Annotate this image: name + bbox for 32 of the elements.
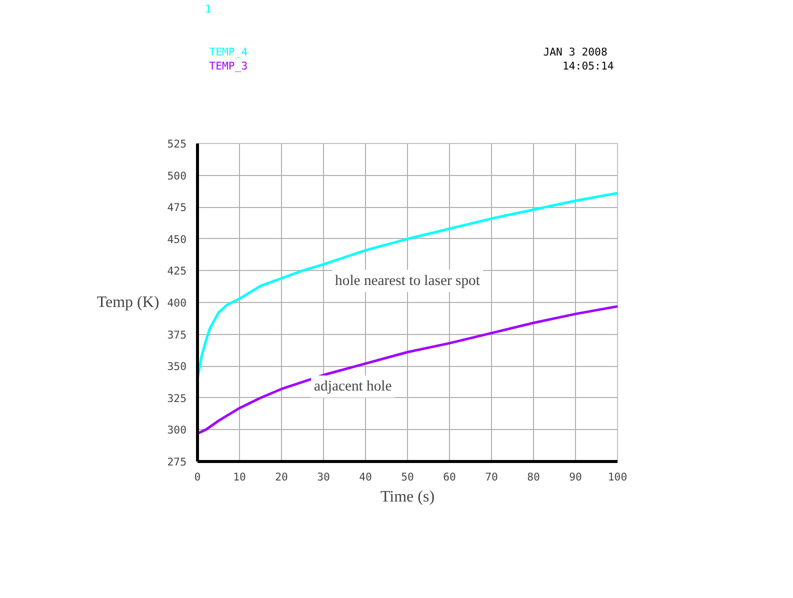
x-tick-label: 30 <box>317 470 330 484</box>
x-tick-label: 80 <box>527 470 540 484</box>
y-tick-label: 275 <box>167 456 187 468</box>
text: 14:05:14 <box>562 60 614 72</box>
annotation: adjacent hole <box>314 378 392 394</box>
x-tick-label: 100 <box>608 470 628 484</box>
x-tick-label: 70 <box>485 470 498 484</box>
y-tick-label: 350 <box>167 360 187 374</box>
y-tick-label: 400 <box>167 296 187 310</box>
y-tick-label: 300 <box>167 424 187 437</box>
x-tick-label: 90 <box>569 470 582 484</box>
y-tick-label: 375 <box>167 328 187 342</box>
x-tick-label: 40 <box>359 470 372 484</box>
y-tick-label: 425 <box>167 264 187 278</box>
text: JAN 3 2008 <box>543 46 608 58</box>
x-tick-label: 10 <box>233 470 246 484</box>
x-tick-label: 50 <box>401 470 414 484</box>
text: TEMP_4 <box>209 46 248 58</box>
y-tick-label: 500 <box>167 169 187 182</box>
text: 1 <box>204 2 212 16</box>
y-axis-title: Temp (K) <box>96 294 160 311</box>
x-axis-title: Time (s) <box>380 488 435 506</box>
y-tick-label: 450 <box>167 232 187 246</box>
line-series <box>198 305 618 435</box>
y-tick-label: 525 <box>167 138 187 150</box>
x-tick-label: 0 <box>194 470 201 484</box>
x-tick-label: 20 <box>275 470 288 484</box>
annotation: hole nearest to laser spot <box>335 272 480 289</box>
y-tick-label: 475 <box>167 201 187 214</box>
x-tick-label: 60 <box>443 470 456 484</box>
text: TEMP_3 <box>209 60 248 72</box>
y-tick-label: 325 <box>167 392 187 405</box>
